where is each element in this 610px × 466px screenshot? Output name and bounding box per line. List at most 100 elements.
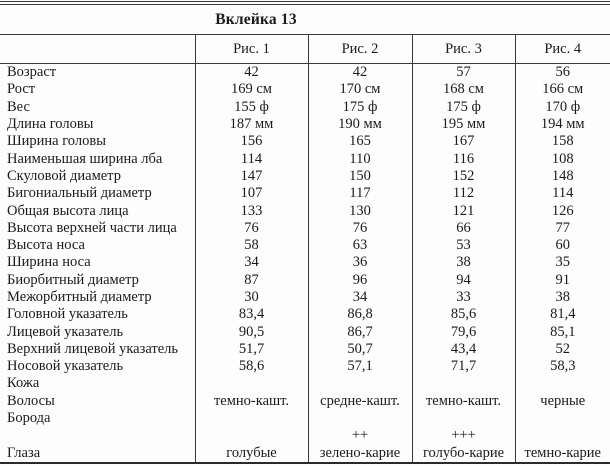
cell-value: 152: [411, 167, 515, 186]
cell-value: 94: [411, 271, 515, 289]
cell-value: 91: [514, 271, 610, 289]
cell-value: [307, 375, 412, 393]
table-row: Лицевой указатель 90,5 86,7 79,6 85,1: [0, 323, 610, 341]
cell-value: 34: [194, 254, 308, 272]
cell-value: 148: [514, 167, 610, 186]
row-label: Вес: [7, 98, 30, 115]
row-label: Кожа: [7, 375, 40, 392]
cell-value: 85,6: [411, 306, 515, 324]
cell-value: 166 см: [514, 81, 610, 99]
cell-value: 107: [194, 185, 308, 203]
cell-value: [307, 409, 412, 428]
top-double-rule: [0, 1, 610, 5]
cell-value: средне-кашт.: [307, 392, 412, 410]
table-body: Возраст 42 42 57 56 Рост 169 см 170 см 168 см 166…: [0, 63, 610, 463]
cell-value: 77: [514, 219, 610, 237]
table-row: Верхний лицевой указатель 51,7 50,7 43,4 52: [0, 340, 610, 359]
table-row: Межорбитный диаметр 30 34 33 38: [0, 288, 610, 307]
row-label: Головной указатель: [7, 306, 128, 323]
row-label: Лицевой указатель: [7, 323, 124, 340]
row-label: Волосы: [7, 392, 55, 409]
cell-value: 195 мм: [411, 115, 515, 134]
row-label: Ширина носа: [7, 254, 91, 271]
table-row: Наименьшая ширина лба 114 110 116 108: [0, 150, 610, 168]
cell-value: 66: [411, 219, 515, 237]
cell-value: 187 мм: [194, 115, 308, 134]
cell-value: голубо-карие: [411, 444, 515, 463]
row-label: Наименьшая ширина лба: [7, 150, 163, 167]
column-header-fig-1: Рис. 1: [194, 34, 308, 64]
table-row: Рост 169 см 170 см 168 см 166 см: [0, 81, 610, 99]
row-label: Ширина головы: [7, 133, 106, 150]
cell-value: 33: [411, 288, 515, 307]
cell-value: 90,5: [194, 323, 308, 341]
row-label: Высота верхней части лица: [7, 219, 177, 236]
cell-value: 114: [514, 185, 610, 203]
header-corner: [0, 34, 195, 64]
cell-value: [194, 427, 308, 445]
cell-value: 56: [514, 63, 610, 82]
cell-value: 150: [307, 167, 412, 186]
table-row: Борода: [0, 409, 610, 428]
cell-value: 126: [514, 202, 610, 220]
table-row: Волосы темно-кашт. средне-кашт. темно-кашт.…: [0, 392, 610, 410]
cell-value: 42: [307, 63, 412, 82]
cell-value: 165: [307, 133, 412, 151]
table-row: Ширина носа 34 36 38 35: [0, 254, 610, 272]
cell-value: 169 см: [194, 81, 308, 99]
cell-value: голубые: [194, 444, 308, 463]
cell-value: 57,1: [307, 358, 412, 376]
cell-value: 38: [514, 288, 610, 307]
cell-value: 57: [411, 63, 515, 82]
table-row: Кожа: [0, 375, 610, 393]
cell-value: 190 мм: [307, 115, 412, 134]
row-label: Общая высота лица: [7, 202, 129, 219]
cell-value: 85,1: [514, 323, 610, 341]
row-label: Возраст: [7, 64, 57, 81]
cell-value: 36: [307, 254, 412, 272]
cell-value: 50,7: [307, 340, 412, 359]
cell-value: [411, 375, 515, 393]
cell-value: [514, 409, 610, 428]
header-row: Рис. 1 Рис. 2 Рис. 3 Рис. 4: [0, 34, 610, 64]
row-label: Верхний лицевой указатель: [7, 340, 179, 357]
cell-value: черные: [514, 392, 610, 410]
cell-value: 30: [194, 288, 308, 307]
cell-value: [514, 427, 610, 445]
cell-value: 43,4: [411, 340, 515, 359]
cell-value: 71,7: [411, 358, 515, 376]
table-row: Ширина головы 156 165 167 158: [0, 133, 610, 151]
table-row: Биорбитный диаметр 87 96 94 91: [0, 271, 610, 289]
cell-value: зелено-карие: [307, 444, 412, 463]
cell-value: [411, 409, 515, 428]
cell-value: 110: [307, 150, 412, 168]
table-row: Общая высота лица 133 130 121 126: [0, 202, 610, 220]
column-header-fig-4: Рис. 4: [514, 34, 610, 64]
column-header-fig-3: Рис. 3: [411, 34, 515, 64]
cell-value: 168 см: [411, 81, 515, 99]
cell-value: [194, 409, 308, 428]
cell-value: 170 см: [307, 81, 412, 99]
cell-value: 58: [194, 236, 308, 255]
row-label: [0, 427, 195, 444]
table-row: Головной указатель 83,4 86,8 85,6 81,4: [0, 306, 610, 324]
cell-value: 63: [307, 236, 412, 255]
cell-value: 130: [307, 202, 412, 220]
cell-value: 121: [411, 202, 515, 220]
cell-value: [514, 375, 610, 393]
cell-value: 155 ф: [194, 98, 308, 116]
cell-value: 133: [194, 202, 308, 220]
cell-value: 42: [194, 63, 308, 82]
cell-value: 170 ф: [514, 98, 610, 116]
table-row: Длина головы 187 мм 190 мм 195 мм 194 мм: [0, 115, 610, 134]
row-label: Биорбитный диаметр: [7, 271, 139, 288]
table-row: Носовой указатель 58,6 57,1 71,7 58,3: [0, 358, 610, 376]
cell-value: 52: [514, 340, 610, 359]
cell-value: 60: [514, 236, 610, 255]
cell-value: 117: [307, 185, 412, 203]
cell-value: +++: [411, 427, 515, 445]
cell-value: 76: [307, 219, 412, 237]
cell-value: 38: [411, 254, 515, 272]
table-row: Скуловой диаметр 147 150 152 148: [0, 167, 610, 186]
